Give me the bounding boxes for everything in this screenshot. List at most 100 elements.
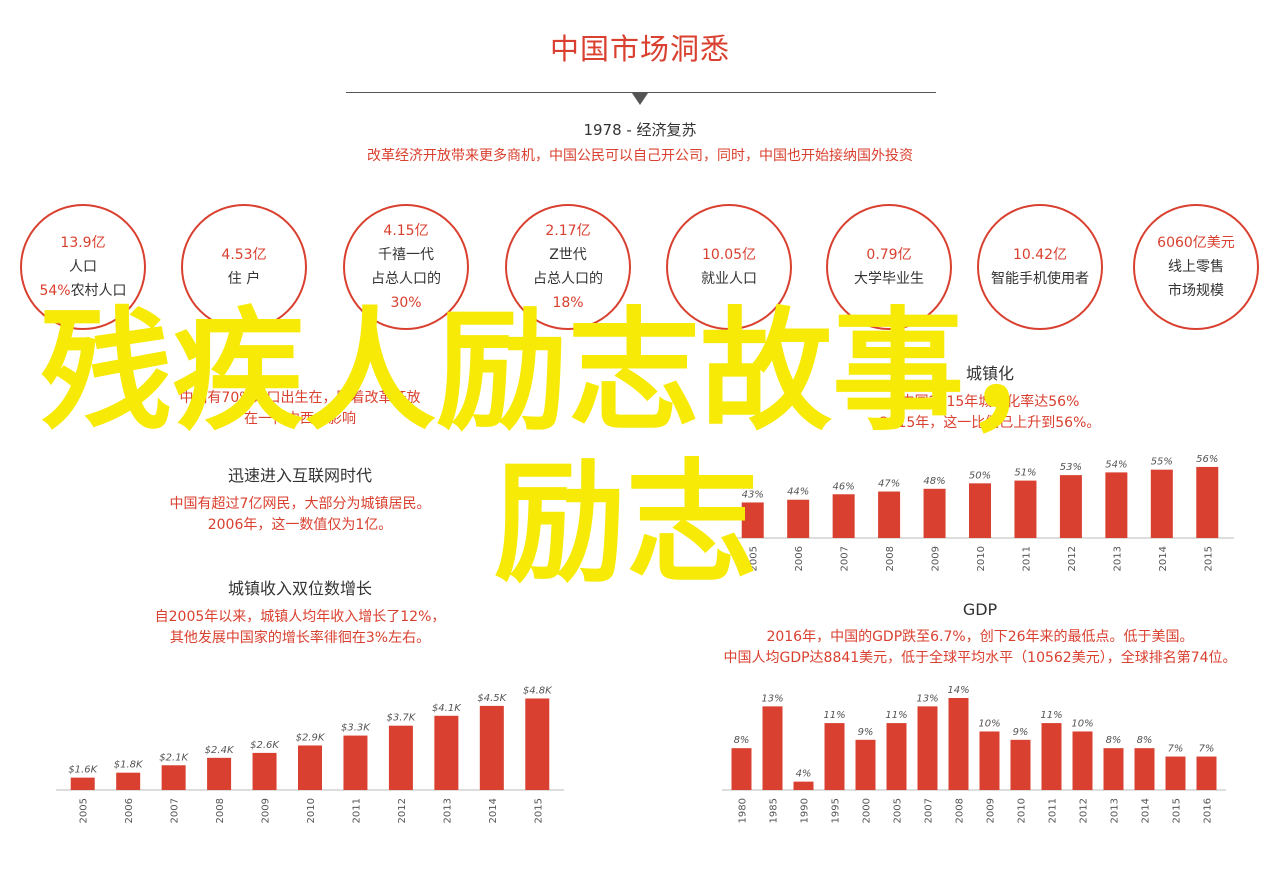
chart-bar	[70, 777, 95, 790]
chart-bar	[917, 706, 938, 790]
stat-circle-employment: 10.05亿 就业人口	[666, 204, 792, 330]
circle-label: 大学毕业生	[854, 271, 924, 287]
chart-bar	[434, 715, 459, 790]
chart-bar	[1150, 469, 1173, 538]
bar-value-label: $3.3K	[341, 723, 371, 734]
chart-bar	[824, 723, 845, 790]
bar-value-label: 10%	[978, 718, 1000, 729]
chart-bar	[787, 499, 810, 538]
chart-bar	[1014, 480, 1037, 538]
chart-bar	[878, 491, 901, 538]
circle-label: Z世代	[549, 247, 587, 263]
x-tick-label: 1995	[831, 798, 842, 823]
chart-bar	[116, 772, 141, 790]
circle-label: 线上零售	[1168, 259, 1224, 275]
bar-value-label: 53%	[1060, 462, 1082, 473]
x-tick-label: 1985	[769, 798, 780, 823]
x-tick-label: 2006	[794, 546, 805, 571]
bar-value-label: $1.6K	[68, 765, 98, 776]
stat-circle-gen-z: 2.17亿 Z世代 占总人口的 18%	[505, 204, 631, 330]
x-tick-label: 2009	[261, 798, 272, 823]
right-section-urbanization: 城镇化 中国2015年城镇化率达56% 2015年，这一比例已上升到56%。	[760, 360, 1220, 434]
stat-circle-smartphone: 10.42亿 智能手机使用者	[977, 204, 1103, 330]
x-tick-label: 2005	[79, 798, 90, 823]
section-title: 城镇化	[965, 364, 1014, 383]
circle-value: 4.53亿	[221, 247, 267, 263]
circle-percent: 54%	[39, 283, 71, 299]
bar-value-label: 55%	[1151, 457, 1173, 468]
chart-bar	[762, 706, 783, 790]
circle-label: 住 户	[227, 271, 261, 287]
circle-percent: 30%	[390, 295, 422, 311]
x-tick-label: 2000	[862, 798, 873, 823]
chart-bar	[298, 745, 322, 790]
chart-bar	[207, 757, 232, 790]
gdp-bar-chart: 8% 1980 13% 1985 4% 1990 11% 1995 9% 2000 11% 2005 1…	[722, 685, 1226, 823]
circle-value: 13.9亿	[60, 235, 106, 251]
bar-value-label: 51%	[1014, 468, 1036, 479]
x-tick-label: 2015	[1203, 546, 1214, 571]
title-divider	[346, 92, 936, 93]
bar-value-label: 7%	[1199, 744, 1215, 755]
chart-bar	[1072, 731, 1093, 790]
section-title: 城镇收入双位数增长	[227, 579, 372, 598]
bar-value-label: $1.8K	[114, 760, 144, 771]
bar-value-label: 8%	[734, 735, 750, 746]
x-tick-label: 2014	[1158, 546, 1169, 571]
bar-value-label: $4.1K	[432, 703, 462, 714]
chart-bar	[388, 725, 413, 790]
circle-value: 4.15亿	[383, 223, 429, 239]
circle-label: 人口	[69, 259, 97, 275]
bar-value-label: 11%	[823, 710, 845, 721]
x-tick-label: 2011	[1021, 546, 1032, 571]
circle-percent: 18%	[552, 295, 584, 311]
circle-sublabel: 农村人口	[70, 283, 127, 299]
chart-bar	[1105, 472, 1128, 538]
chart-bar	[1165, 756, 1186, 790]
bar-value-label: 50%	[969, 470, 991, 481]
circle-value: 10.42亿	[1012, 247, 1068, 263]
x-tick-label: 1990	[800, 798, 811, 823]
x-tick-label: 2013	[442, 798, 453, 823]
chart-bar	[855, 739, 876, 790]
x-tick-label: 2007	[840, 546, 851, 571]
right-section-gdp: GDP 2016年，中国的GDP跌至6.7%，创下26年来的最低点。低于美国。 …	[690, 600, 1270, 669]
bar-value-label: 7%	[1168, 744, 1184, 755]
x-tick-label: 2007	[924, 798, 935, 823]
x-tick-label: 2013	[1110, 798, 1121, 823]
bar-value-label: 9%	[1013, 727, 1029, 738]
chart-bar	[741, 502, 764, 538]
chart-bar	[979, 731, 1000, 790]
x-tick-label: 2012	[397, 798, 408, 823]
divider-pointer-icon	[632, 93, 648, 105]
chart-bar	[886, 723, 907, 790]
chart-bar	[252, 752, 277, 790]
bar-value-label: 48%	[923, 476, 945, 487]
circle-sublabel: 市场规模	[1168, 283, 1224, 299]
bar-value-label: 14%	[947, 685, 969, 696]
x-tick-label: 2014	[488, 798, 499, 823]
stat-circle-online-retail: 6060亿美元 线上零售 市场规模	[1133, 204, 1259, 330]
section-title: GDP	[962, 600, 998, 619]
left-section-income: 城镇收入双位数增长 自2005年以来，城镇人均年收入增长了12%， 其他发展中国…	[80, 575, 520, 649]
circle-sublabel: 占总人口的	[533, 271, 603, 287]
chart-bar	[1059, 475, 1082, 538]
x-tick-label: 2006	[124, 798, 135, 823]
chart-bar	[1010, 739, 1031, 790]
section-line: 2015年，这一比例已上升到56%。	[879, 415, 1101, 431]
chart-bar	[1041, 723, 1062, 790]
income-bar-chart: $1.6K 2005 $1.8K 2006 $2.1K 2007 $2.4K 2008 $2.6…	[56, 685, 564, 823]
x-tick-label: 2012	[1067, 546, 1078, 571]
x-tick-label: 2012	[1079, 798, 1090, 823]
bar-value-label: $2.4K	[205, 745, 235, 756]
circle-value: 0.79亿	[866, 247, 912, 263]
x-tick-label: 1980	[738, 798, 749, 823]
circle-label: 千禧一代	[378, 247, 434, 263]
bar-value-label: 4%	[796, 769, 812, 780]
x-tick-label: 2015	[1172, 798, 1183, 823]
x-tick-label: 2010	[306, 798, 317, 823]
header-description: 改革经济开放带来更多商机，中国公民可以自己开公司，同时，中国也开始接纳国外投资	[367, 148, 913, 164]
chart-bar	[1134, 748, 1155, 790]
chart-bar	[479, 705, 504, 790]
section-line: 中国2015年城镇化率达56%	[900, 394, 1080, 410]
